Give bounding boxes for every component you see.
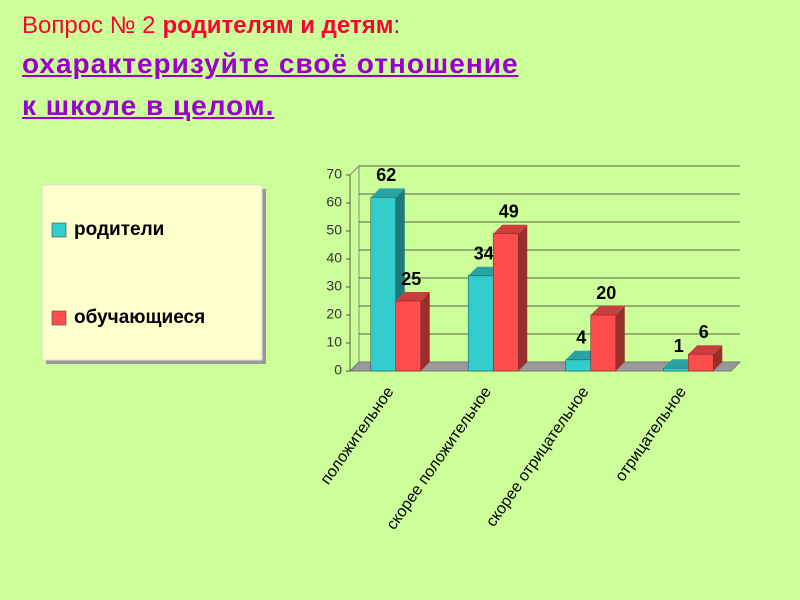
bar-side: [518, 224, 528, 371]
x-tick-label: отрицательное: [612, 384, 690, 485]
y-tick-label: 70: [326, 166, 342, 182]
value-label: 25: [401, 269, 421, 289]
y-tick-label: 20: [326, 306, 342, 322]
value-label: 20: [596, 283, 616, 303]
y-tick-label: 30: [326, 278, 342, 294]
value-label: 6: [699, 322, 709, 342]
bar-side: [713, 345, 723, 371]
legend-label: обучающиеся: [74, 307, 205, 328]
x-tick-label: скорее положительное: [383, 384, 495, 533]
bar: [687, 353, 714, 372]
y-tick-label: 40: [326, 250, 342, 266]
legend-label: родители: [74, 219, 164, 240]
bar-side: [420, 292, 430, 371]
bar-top: [590, 306, 625, 315]
x-tick-label: положительное: [318, 384, 398, 488]
bar-top: [493, 224, 528, 234]
y-tick-label: 10: [326, 334, 342, 350]
header: Вопрос № 2 родителям и детям: охарактериз…: [22, 12, 519, 124]
bar: [467, 275, 494, 372]
colon: :: [393, 12, 401, 39]
value-label: 62: [376, 165, 396, 185]
value-label: 34: [474, 244, 494, 264]
bar: [590, 314, 617, 372]
bar: [565, 359, 592, 372]
bar-side: [615, 306, 625, 371]
question-target: родителям и детям: [162, 12, 394, 39]
y-tick-label: 60: [326, 194, 342, 210]
x-tick-label: скорее отрицательное: [483, 384, 592, 530]
bar: [492, 233, 519, 372]
subtitle: к школе в целом.: [22, 90, 275, 121]
legend-box: [41, 184, 263, 361]
y-tick-label: 0: [334, 362, 342, 378]
subtitle: охарактеризуйте своё отношение: [22, 48, 519, 79]
back-wall: [349, 164, 360, 373]
bar: [370, 197, 397, 372]
bar-top: [370, 188, 405, 198]
legend-swatch: [51, 222, 67, 238]
y-tick-label: 50: [326, 222, 342, 238]
bar-top: [688, 345, 723, 355]
value-label: 49: [499, 202, 519, 222]
bar: [662, 367, 689, 372]
value-label: 4: [576, 328, 586, 348]
value-label: 1: [674, 336, 684, 356]
legend-swatch: [51, 310, 67, 326]
question-number: Вопрос № 2: [22, 12, 156, 39]
bar: [395, 300, 422, 372]
bar-top: [395, 292, 430, 301]
